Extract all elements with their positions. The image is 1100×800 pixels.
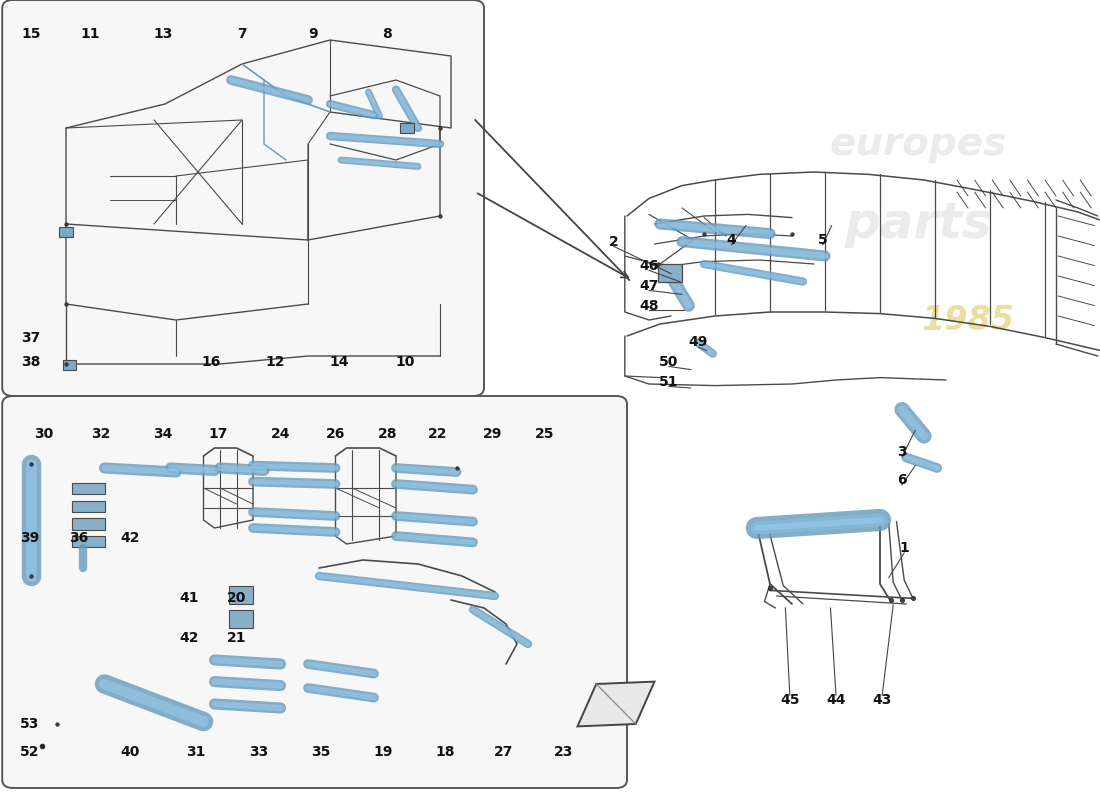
Text: 35: 35 [311,745,331,759]
Text: 44: 44 [826,693,846,707]
Bar [63,360,76,370]
Text: europes: europes [299,554,427,582]
Text: 21: 21 [227,630,246,645]
Text: 22: 22 [428,426,448,441]
Text: 18: 18 [436,745,455,759]
Text: 24: 24 [271,426,290,441]
Text: 29: 29 [483,426,503,441]
Text: 52: 52 [20,745,40,759]
Text: 13: 13 [153,27,173,42]
Text: 53: 53 [20,717,40,731]
Text: 3: 3 [898,445,906,459]
Bar [658,264,682,282]
Text: 38: 38 [21,354,41,369]
Text: 9: 9 [309,27,318,42]
Text: 1: 1 [900,541,909,555]
Text: 15: 15 [21,27,41,42]
Text: 32: 32 [91,426,111,441]
Text: parts: parts [845,200,992,248]
Text: 27: 27 [494,745,514,759]
Text: 16: 16 [201,354,221,369]
Text: 42: 42 [179,630,199,645]
Bar [72,501,104,512]
Text: 12: 12 [265,354,285,369]
Text: 36: 36 [69,530,89,545]
Text: 30: 30 [34,426,54,441]
Bar [229,586,253,604]
Text: 33: 33 [249,745,268,759]
Text: 11: 11 [80,27,100,42]
Text: 47: 47 [639,278,659,293]
Text: 7: 7 [238,27,246,42]
Text: 6: 6 [898,473,906,487]
Polygon shape [578,682,654,726]
FancyBboxPatch shape [2,396,627,788]
Text: 4: 4 [727,233,736,247]
Text: 42: 42 [120,530,140,545]
FancyBboxPatch shape [2,0,484,396]
Text: 25: 25 [535,426,554,441]
Text: 23: 23 [553,745,573,759]
Text: 14: 14 [329,354,349,369]
Text: 39: 39 [20,530,40,545]
Text: 20: 20 [227,591,246,606]
Text: 46: 46 [639,258,659,273]
Text: 45: 45 [780,693,800,707]
Text: 31: 31 [186,745,206,759]
Text: 26: 26 [326,426,345,441]
Text: 37: 37 [21,330,41,345]
Text: europes: europes [829,125,1008,163]
Text: 1985: 1985 [922,303,1014,337]
Text: 50: 50 [659,354,679,369]
Text: 2: 2 [609,234,618,249]
Text: 48: 48 [639,298,659,313]
Text: 10: 10 [395,354,415,369]
Text: 34: 34 [153,426,173,441]
Text: 40: 40 [120,745,140,759]
Bar [59,227,73,237]
Bar [72,483,104,494]
Text: 8: 8 [383,27,392,42]
Text: 49: 49 [689,335,708,350]
Bar [72,536,104,547]
Text: 51: 51 [659,374,679,389]
Text: 28: 28 [377,426,397,441]
Text: 19: 19 [373,745,393,759]
Text: 41: 41 [179,591,199,606]
Text: 17: 17 [208,426,228,441]
Bar [400,123,414,133]
Text: parts: parts [287,615,395,649]
Bar [72,518,104,530]
Text: 5: 5 [818,233,827,247]
Bar [229,610,253,628]
Text: 1985: 1985 [350,684,420,708]
Text: 43: 43 [872,693,892,707]
